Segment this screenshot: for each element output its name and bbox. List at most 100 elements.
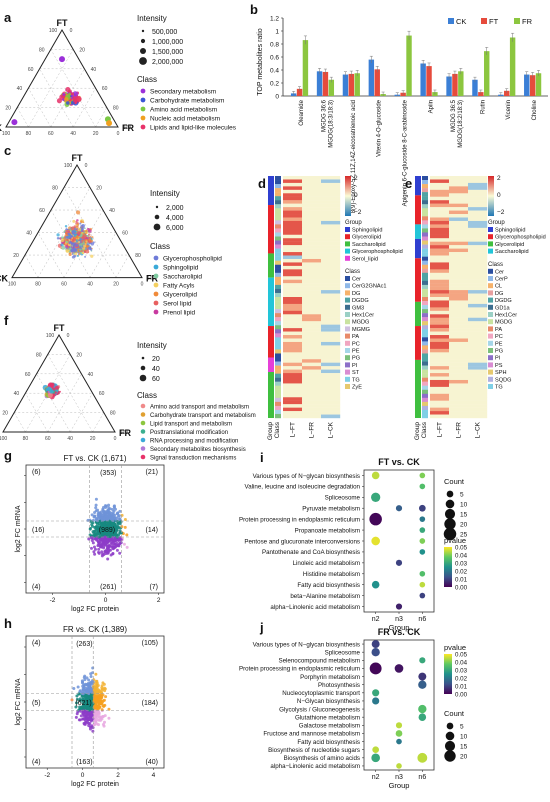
heatmap-cell <box>430 210 450 215</box>
class-band <box>422 228 428 233</box>
heatmap-cell <box>302 214 322 218</box>
heatmap-cell <box>430 252 450 256</box>
heatmap-cell <box>430 286 450 291</box>
data-point <box>107 716 111 720</box>
class-legend-dot <box>140 420 146 426</box>
heatmap-cell <box>283 269 303 273</box>
heatmap-cell <box>283 348 303 353</box>
ternary-point <box>88 236 90 239</box>
class-band <box>275 401 281 407</box>
heatmap-cell <box>321 321 341 325</box>
column-label: L−FR <box>456 422 463 438</box>
size-legend-label: 10 <box>460 502 468 509</box>
heatmap-cell <box>321 217 341 222</box>
ternary-gridline <box>50 209 91 278</box>
class-legend-swatch <box>345 276 350 281</box>
heatmap-cell <box>283 386 303 391</box>
class-band <box>422 200 428 205</box>
column-label: L−CK <box>328 421 335 438</box>
heatmap-cell <box>283 335 303 339</box>
heatmap-cell <box>468 307 488 312</box>
heatmap-cell <box>468 366 488 370</box>
group-band <box>268 326 274 358</box>
heatmap-cell <box>430 203 450 208</box>
class-band <box>275 204 281 209</box>
group-legend-swatch <box>345 227 350 232</box>
ternary-point <box>72 238 77 242</box>
heatmap-cell <box>430 255 450 260</box>
data-point <box>78 698 82 702</box>
heatmap-cell <box>449 345 469 350</box>
heatmap-cell <box>468 352 488 356</box>
ternary-point <box>91 247 93 250</box>
heatmap-cell <box>321 179 341 184</box>
heatmap-cell <box>449 207 469 211</box>
bar <box>504 90 510 96</box>
size-legend-label: 2,000,000 <box>152 59 183 66</box>
data-point <box>104 530 108 534</box>
heatmap-cell <box>430 393 450 398</box>
heatmap-cell <box>449 414 469 419</box>
ternary-point <box>81 228 84 231</box>
ternary-point <box>73 234 75 236</box>
ternary-tick-label: 80 <box>26 131 32 137</box>
heatmap-cell <box>283 217 303 222</box>
data-point <box>105 521 109 525</box>
group-legend-swatch <box>345 234 350 240</box>
class-legend-dot <box>153 255 159 261</box>
heatmap-cell <box>302 366 322 370</box>
color-scale-tick: 0.00 <box>455 692 468 699</box>
legend-a: Intensity 500,000 1,000,000 1,500,000 2,000,… <box>137 14 237 132</box>
group-band <box>268 357 274 373</box>
ternary-point <box>85 229 88 233</box>
heatmap-cell <box>321 269 341 273</box>
heatmap-cell <box>302 376 322 381</box>
heatmap-cell <box>302 189 322 194</box>
heatmap-cell <box>302 310 322 315</box>
heatmap-cell <box>430 214 450 218</box>
class-band <box>422 192 428 197</box>
dot <box>369 512 382 526</box>
heatmap-cell <box>283 411 303 415</box>
dot <box>371 640 380 649</box>
heatmap-cell <box>449 196 469 201</box>
heatmap-cell <box>283 369 303 374</box>
heatmap-cell <box>449 300 469 305</box>
heatmap-cell <box>468 400 488 405</box>
data-point <box>84 686 88 690</box>
class-band <box>275 409 281 415</box>
heatmap-cell <box>449 234 469 239</box>
ternary-point <box>85 249 90 254</box>
class-legend-swatch <box>345 384 350 389</box>
size-legend-dot <box>139 57 147 65</box>
class-band <box>275 381 281 386</box>
group-legend-label: Saccharolipid <box>495 249 529 255</box>
panel-letter-j: j <box>259 620 264 635</box>
ternary-point <box>68 238 70 241</box>
heatmap-cell <box>468 203 488 208</box>
dot <box>419 549 426 555</box>
data-point <box>91 530 95 534</box>
class-legend-label: CerG2GNAc1 <box>352 284 387 290</box>
ternary-vertex-label: FR <box>122 123 134 133</box>
heatmap-cell <box>321 404 341 408</box>
heatmap-cell <box>449 283 469 287</box>
heatmap-cell <box>302 297 322 301</box>
data-point <box>72 686 76 690</box>
class-band <box>275 216 281 221</box>
class-legend-dot <box>153 300 159 306</box>
heatmap-cell <box>321 379 341 384</box>
class-legend-label: Secondary metabolites biosynthesis <box>150 447 246 453</box>
class-band <box>275 301 281 306</box>
ternary-point <box>56 233 60 237</box>
heatmap-cell <box>302 379 322 384</box>
pathway-label: Biosynthesis of nucleotide sugars <box>268 747 360 754</box>
heatmap-d: Group Class L−FT L−FR L−CK20−2GroupSphingoli… <box>267 175 403 440</box>
size-legend-label: 60 <box>152 376 160 383</box>
heatmap-cell <box>430 182 450 187</box>
color-scale-tick: −2 <box>497 209 505 216</box>
class-band <box>422 389 428 394</box>
color-scale-bar <box>488 176 494 216</box>
class-band <box>275 256 281 261</box>
class-legend-swatch <box>345 348 350 353</box>
